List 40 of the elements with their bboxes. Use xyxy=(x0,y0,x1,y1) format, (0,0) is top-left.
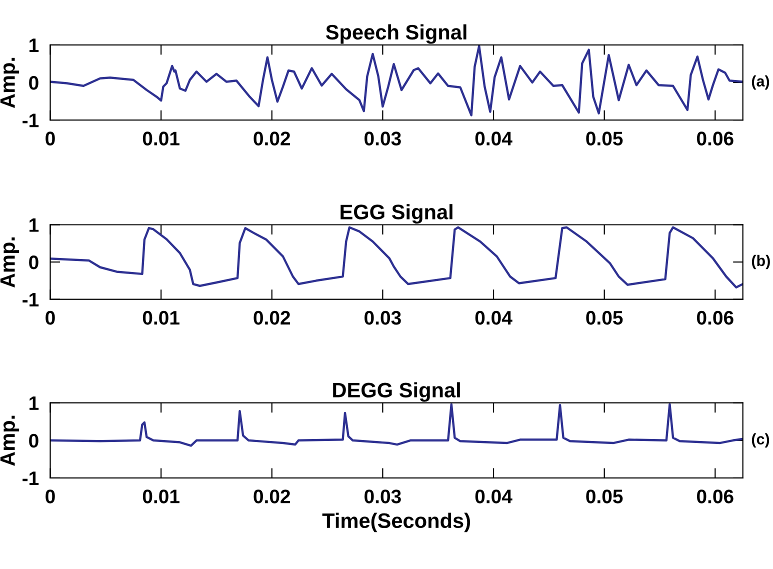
x-tick-label: 0.03 xyxy=(364,132,401,146)
chart-title: EGG Signal xyxy=(340,204,452,224)
x-tick-label: 0.04 xyxy=(475,490,512,504)
y-tick-label: 0 xyxy=(29,434,38,448)
x-tick-label: 0.06 xyxy=(696,132,734,146)
x-tick-label: 0.06 xyxy=(696,310,734,325)
text: (b) xyxy=(752,254,770,270)
y-tick-label: -1 xyxy=(22,114,39,128)
y-tick-label: 1 xyxy=(30,38,39,52)
x-tick-label: 0.04 xyxy=(475,310,512,325)
text: (c) xyxy=(752,433,770,448)
x-tick-label: 0.05 xyxy=(586,132,623,146)
y-axis-title: Amp. xyxy=(0,237,20,288)
x-tick-label: 0.06 xyxy=(696,490,734,504)
y-tick-label: 0 xyxy=(29,76,38,90)
x-tick-label: 0 xyxy=(46,310,55,325)
y-tick-label: -1 xyxy=(22,472,39,486)
x-tick-label: 0.02 xyxy=(254,310,290,325)
x-tick-label: 0.05 xyxy=(586,490,623,504)
x-tick-label: 0.02 xyxy=(254,490,290,504)
y-axis-title: Amp. xyxy=(0,416,20,466)
x-tick-label: 0 xyxy=(46,490,55,504)
x-tick-label: 0.03 xyxy=(364,310,401,325)
chart-title: Speech Signal xyxy=(326,24,466,44)
y-tick-label: 0 xyxy=(29,255,38,270)
chart-title: DEGG Signal xyxy=(333,382,460,402)
y-tick-label: -1 xyxy=(22,292,39,306)
x-tick-label: 0.03 xyxy=(364,490,401,504)
y-axis-title: Amp. xyxy=(0,58,20,108)
x-tick-label: 0.05 xyxy=(586,310,623,325)
x-tick-label: 0 xyxy=(46,132,55,146)
x-tick-label: 0.01 xyxy=(142,310,180,325)
y-tick-label: 1 xyxy=(30,218,39,232)
x-axis-title: Time(Seconds) xyxy=(322,512,470,532)
x-tick-label: 0.01 xyxy=(142,132,180,146)
x-tick-label: 0.04 xyxy=(475,132,512,146)
y-tick-label: 1 xyxy=(30,396,39,410)
x-tick-label: 0.02 xyxy=(254,132,290,146)
x-tick-label: 0.01 xyxy=(142,490,180,504)
text: (a) xyxy=(752,75,770,90)
